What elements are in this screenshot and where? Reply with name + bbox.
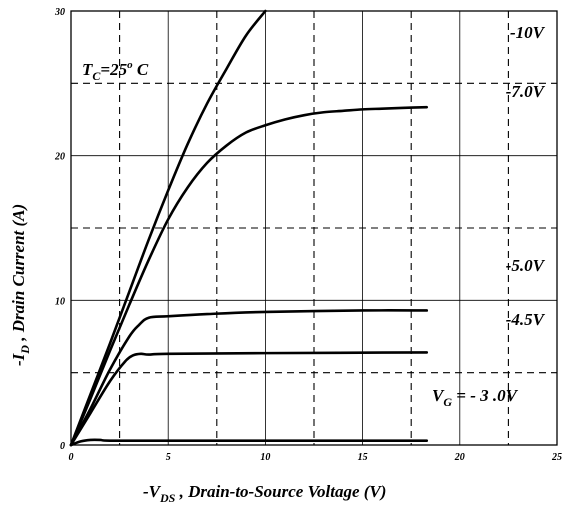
gate-voltage-annotation: VG = - 3 .0V (432, 386, 519, 409)
x-tick-label: 15 (358, 452, 368, 463)
y-axis-title: -ID , Drain Current (A) (9, 204, 32, 366)
curve-label: -10V (510, 23, 546, 42)
curve-label: -7.0V (506, 82, 546, 101)
x-tick-label: 10 (260, 452, 270, 463)
x-axis-title: -VDS , Drain-to-Source Voltage (V) (143, 482, 386, 505)
curve-label: -4.5V (506, 310, 546, 329)
x-tick-label: 25 (551, 452, 562, 463)
y-tick-label: 0 (60, 441, 65, 452)
temperature-annotation: TC=25o C (82, 59, 149, 83)
y-tick-label: 30 (54, 7, 65, 18)
tick-labels: 0 5 10 15 20 25 0 10 20 30 (54, 7, 562, 463)
x-tick-label: 20 (454, 452, 465, 463)
plot-frame (70, 10, 558, 446)
series-line-10V (69, 9, 267, 447)
y-tick-label: 20 (54, 152, 65, 163)
series-line-30V (69, 438, 429, 447)
curve-labels: -10V -7.0V -5.0V -4.5V (506, 23, 546, 329)
series-line-70V (69, 105, 429, 447)
y-tick-label: 10 (55, 296, 65, 307)
series-line-50V (69, 309, 429, 447)
series-lines (69, 9, 429, 447)
x-tick-label: 0 (69, 452, 74, 463)
curve-label: -5.0V (506, 256, 546, 275)
x-tick-label: 5 (166, 452, 171, 463)
series-line-45V (69, 351, 429, 447)
